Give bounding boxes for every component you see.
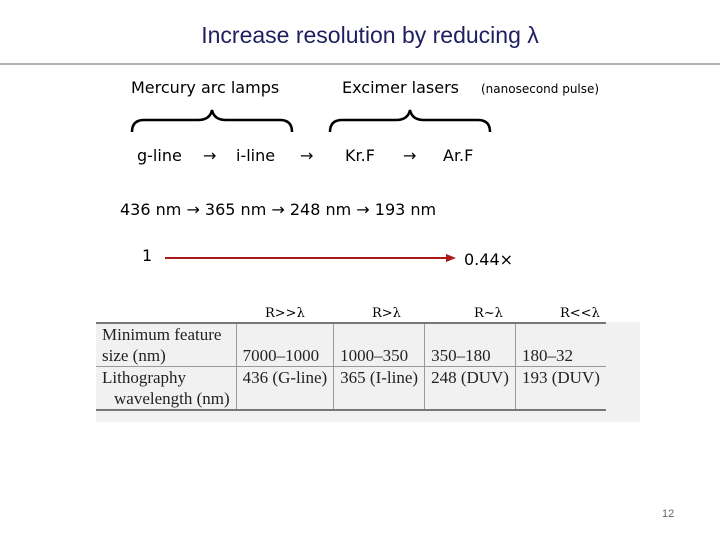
excimer-note: (nanosecond pulse) [481, 82, 600, 96]
row-label: size (nm) [102, 346, 166, 365]
mercury-arc-label: Mercury arc lamps [131, 78, 280, 97]
regime-label: R~λ [474, 306, 503, 321]
excimer-laser-label: Excimer lasers [342, 78, 459, 97]
table-row: Lithography 436 (G-line) 365 (I-line) 24… [96, 366, 606, 388]
row-label: wavelength (nm) [96, 388, 237, 411]
table-cell: 193 (DUV) [514, 366, 606, 388]
regime-label: R<<λ [560, 306, 600, 321]
krf-label: Kr.F [345, 146, 375, 165]
arrow-3: → [403, 146, 417, 165]
table-cell: 1000–350 [333, 345, 425, 367]
title-divider [0, 63, 720, 65]
arrow-1: → [203, 146, 217, 165]
table-cell: 365 (I-line) [333, 366, 425, 388]
slide-title: Increase resolution by reducing λ [201, 22, 539, 48]
table-cell: 180–32 [514, 345, 606, 367]
page-number: 12 [662, 508, 675, 520]
scale-start: 1 [142, 246, 153, 265]
g-line-label: g-line [137, 146, 182, 165]
i-line-label: i-line [236, 146, 276, 165]
scale-end: 0.44× [464, 250, 514, 269]
excimer-brace [328, 109, 492, 133]
table-row: Minimum feature [96, 322, 606, 345]
table-cell: 248 (DUV) [424, 366, 516, 388]
scale-arrowhead [446, 254, 456, 262]
table-row: wavelength (nm) [96, 388, 606, 411]
row-label: Minimum feature [96, 322, 237, 345]
row-label: Lithography [96, 366, 237, 388]
table-cell: 7000–1000 [235, 345, 334, 367]
regime-label: R>λ [372, 306, 401, 321]
lithography-table: Minimum feature size (nm) 7000–1000 1000… [96, 322, 606, 411]
table-row: size (nm) 7000–1000 1000–350 350–180 180… [96, 345, 606, 367]
wavelength-progression: 436 nm → 365 nm → 248 nm → 193 nm [120, 200, 437, 219]
mercury-brace [130, 109, 294, 133]
arf-label: Ar.F [443, 146, 474, 165]
table-cell: 350–180 [424, 345, 516, 367]
regime-label: R>>λ [265, 306, 305, 321]
arrow-2: → [300, 146, 314, 165]
table-cell: 436 (G-line) [235, 366, 334, 388]
